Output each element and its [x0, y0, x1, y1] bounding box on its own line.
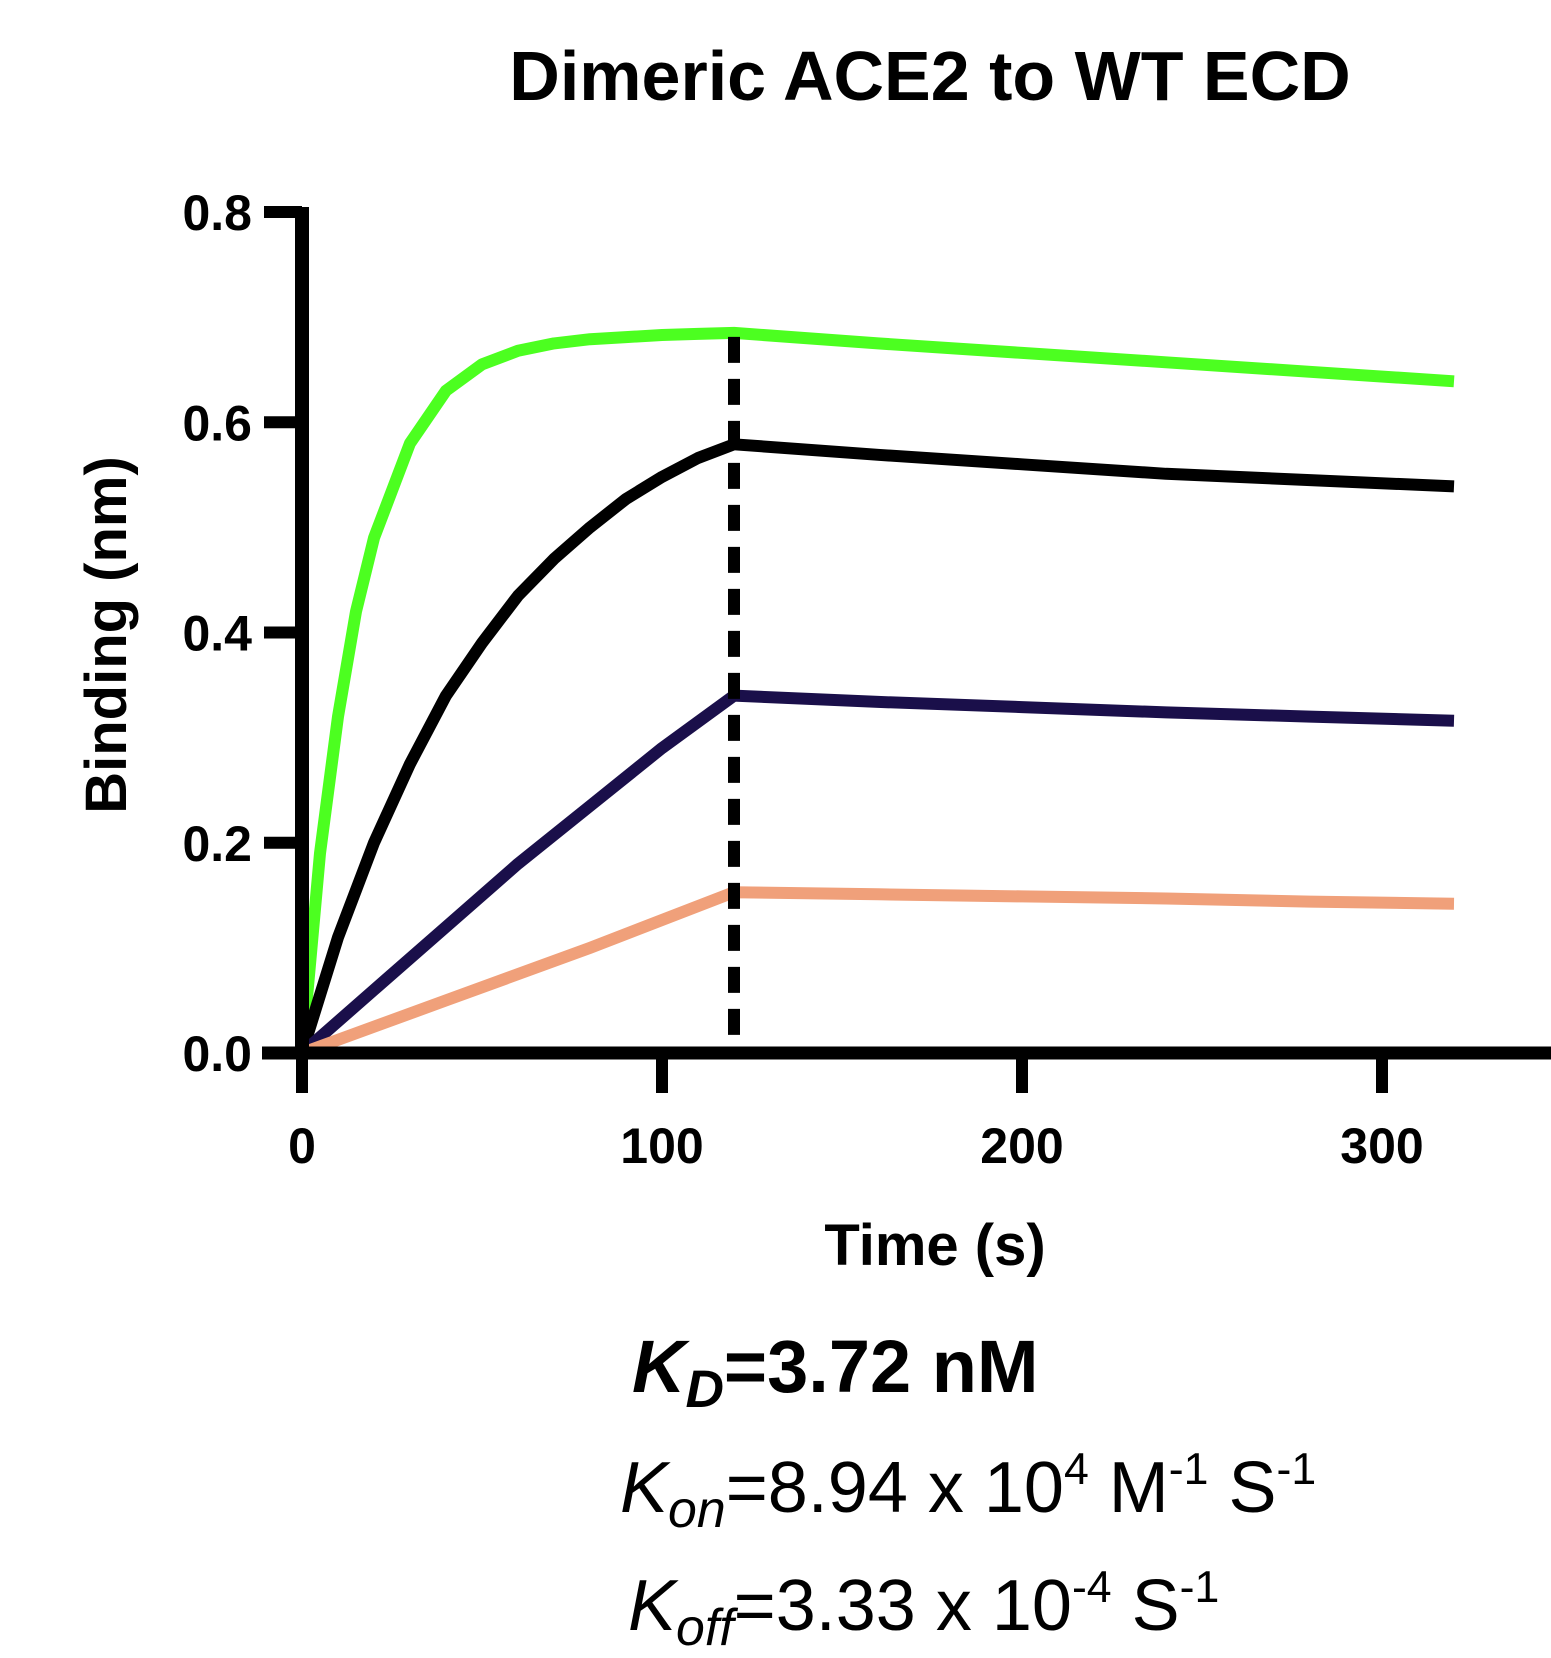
koff-symbol: K [628, 1566, 677, 1646]
x-tick-label: 200 [980, 1118, 1063, 1174]
x-tick-label: 300 [1340, 1118, 1423, 1174]
y-tick-label: 0.0 [182, 1026, 252, 1082]
koff-subscript: off [676, 1597, 734, 1656]
kon-value: Kon=8.94 x 104 M-1 S-1 [620, 1448, 1316, 1535]
y-tick-label: 0.4 [182, 606, 252, 662]
kon-unit2-exponent: -1 [1276, 1445, 1317, 1495]
x-axis-label: Time (s) [824, 1213, 1045, 1278]
kon-symbol: K [620, 1448, 669, 1528]
y-tick-label: 0.6 [182, 395, 252, 451]
kd-subscript: D [685, 1359, 724, 1419]
koff-value: Koff=3.33 x 10-4 S-1 [628, 1566, 1219, 1653]
binding-curve-1 [296, 326, 1455, 1054]
kon-unit1: M [1088, 1448, 1169, 1528]
y-tick-label: 0.2 [182, 816, 252, 872]
koff-unit2: S [1111, 1566, 1180, 1646]
y-axis-label: Binding (nm) [74, 456, 139, 814]
binding-curve-chart: Dimeric ACE2 to WT ECD 0.0 0.2 0.4 0.6 0.8 0… [74, 37, 1551, 1278]
kon-exponent: 4 [1063, 1445, 1089, 1495]
binding-curve-2 [296, 438, 1455, 1055]
koff-text: =3.33 x 10 [733, 1566, 1072, 1646]
x-axis-ticks: 0 100 200 300 [288, 1053, 1424, 1174]
y-tick-label: 0.8 [182, 185, 252, 241]
y-axis-ticks: 0.0 0.2 0.4 0.6 0.8 [182, 185, 302, 1082]
kd-symbol: K [632, 1325, 686, 1408]
binding-curves [296, 326, 1455, 1059]
koff-unit2-exponent: -1 [1179, 1563, 1220, 1613]
koff-exponent: -4 [1071, 1563, 1112, 1613]
binding-curve-3 [298, 689, 1455, 1058]
kon-unit1-exponent: -1 [1168, 1445, 1209, 1495]
kd-value: KD=3.72 nM [632, 1330, 1039, 1417]
binding-curve-4 [299, 886, 1455, 1059]
kd-text: =3.72 nM [723, 1325, 1039, 1408]
kon-subscript: on [668, 1479, 726, 1538]
x-tick-label: 0 [288, 1118, 316, 1174]
x-tick-label: 100 [620, 1118, 703, 1174]
kon-unit2: S [1208, 1448, 1277, 1528]
chart-title: Dimeric ACE2 to WT ECD [509, 37, 1350, 115]
kon-text: =8.94 x 10 [725, 1448, 1064, 1528]
